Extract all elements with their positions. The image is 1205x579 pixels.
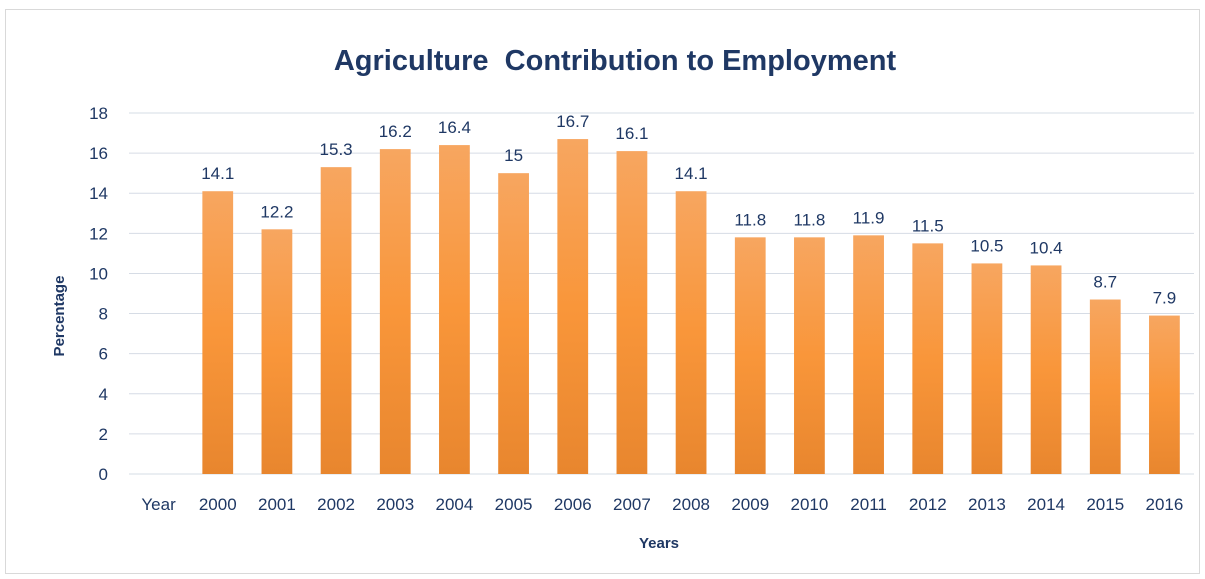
bars: [202, 139, 1180, 475]
x-tick-label: 2002: [317, 495, 355, 514]
y-tick-label: 10: [89, 264, 108, 283]
x-tick-label: 2009: [731, 495, 769, 514]
y-tick-label: 0: [99, 465, 108, 484]
x-tick-label: 2003: [376, 495, 414, 514]
data-label-2016: 7.9: [1153, 289, 1177, 308]
bar-chart: Agriculture Contribution to Employment 0…: [51, 45, 1194, 552]
x-tick-label: 2015: [1086, 495, 1124, 514]
data-label-2015: 8.7: [1093, 273, 1117, 292]
x-axis-ticks: Year 2000 2001 2002 2003 2004 2005 2006 2007 2008…: [141, 495, 1183, 514]
data-labels: 14.1 12.2 15.3 16.2 16.4 15 16.7 16.1 14.1 11.8 11…: [201, 112, 1176, 307]
y-tick-label: 2: [99, 425, 108, 444]
x-tick-label: 2012: [909, 495, 947, 514]
y-tick-label: 16: [89, 144, 108, 163]
bar-2005: [498, 173, 529, 474]
gridlines: [129, 112, 1194, 475]
chart-frame: Agriculture Contribution to Employment 0…: [5, 9, 1200, 574]
data-label-2008: 14.1: [675, 164, 708, 183]
y-tick-label: 14: [89, 184, 108, 203]
x-axis-title: Years: [639, 535, 679, 552]
y-tick-label: 12: [89, 224, 108, 243]
bar-2007: [616, 151, 648, 474]
bar-2012: [912, 243, 944, 474]
x-tick-label: Year: [141, 495, 176, 514]
y-tick-label: 4: [99, 385, 108, 404]
data-label-2002: 15.3: [320, 140, 353, 159]
bar-2013: [971, 263, 1003, 474]
bar-2003: [379, 149, 411, 474]
data-label-2014: 10.4: [1030, 238, 1063, 257]
data-label-2003: 16.2: [379, 122, 412, 141]
y-tick-label: 18: [89, 104, 108, 123]
data-label-2000: 14.1: [201, 164, 234, 183]
x-tick-label: 2006: [554, 495, 592, 514]
data-label-2004: 16.4: [438, 118, 471, 137]
x-tick-label: 2005: [495, 495, 533, 514]
data-label-2012: 11.5: [912, 216, 944, 235]
data-label-2009: 11.8: [734, 210, 766, 229]
bar-2016: [1149, 315, 1180, 474]
bar-2014: [1030, 265, 1062, 474]
y-axis-ticks: 0 2 4 6 8 10 12 14 16 18: [89, 104, 108, 484]
y-axis-title: Percentage: [51, 276, 68, 357]
data-label-2010: 11.8: [794, 210, 826, 229]
bar-2008: [675, 191, 707, 474]
x-tick-label: 2014: [1027, 495, 1065, 514]
x-tick-label: 2008: [672, 495, 710, 514]
data-label-2001: 12.2: [260, 202, 293, 221]
x-tick-label: 2001: [258, 495, 296, 514]
bar-2009: [734, 237, 766, 474]
data-label-2013: 10.5: [970, 236, 1003, 255]
bar-2010: [794, 237, 825, 474]
bar-2001: [261, 229, 293, 474]
bar-2000: [202, 191, 234, 474]
data-label-2011: 11.9: [853, 208, 885, 227]
y-tick-label: 6: [99, 345, 108, 364]
x-tick-label: 2016: [1146, 495, 1184, 514]
x-tick-label: 2010: [791, 495, 829, 514]
data-label-2007: 16.1: [615, 124, 648, 143]
bar-2015: [1089, 299, 1121, 474]
bar-2002: [320, 167, 352, 474]
data-label-2005: 15: [504, 146, 523, 165]
y-tick-label: 8: [99, 305, 108, 324]
bar-2006: [557, 139, 589, 475]
x-tick-label: 2000: [199, 495, 237, 514]
chart-title: Agriculture Contribution to Employment: [334, 45, 897, 77]
bar-2011: [853, 235, 884, 474]
bar-2004: [439, 145, 470, 475]
x-tick-label: 2011: [850, 495, 887, 514]
x-tick-label: 2004: [436, 495, 474, 514]
x-tick-label: 2007: [613, 495, 651, 514]
x-tick-label: 2013: [968, 495, 1006, 514]
data-label-2006: 16.7: [556, 112, 589, 131]
